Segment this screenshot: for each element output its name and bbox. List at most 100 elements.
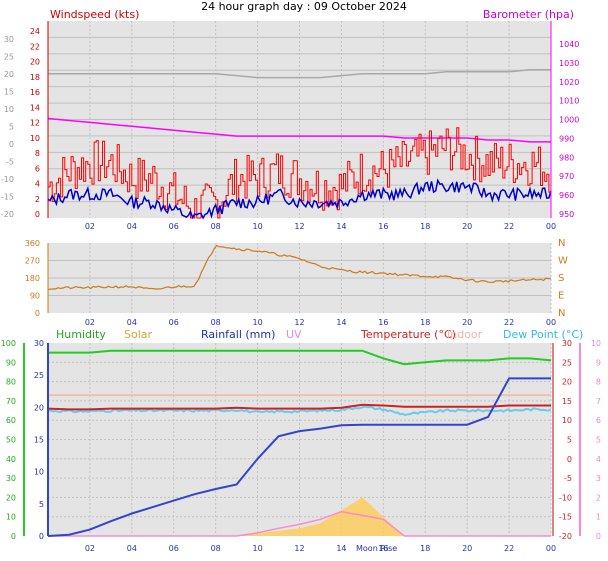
wind-ticks: 302520151050-5-10-15-2024222018161412108…: [1, 27, 579, 219]
compass-tick-4: N: [558, 308, 565, 319]
far-left-tick-2: 20: [4, 70, 14, 79]
baro-tick-7: 970: [559, 172, 574, 181]
humidity-tick-7: 30: [6, 474, 16, 483]
humidity-tick-3: 70: [6, 397, 16, 406]
x-tick-p2-11: 00: [546, 318, 556, 327]
humidity-tick-8: 20: [6, 493, 16, 502]
x-tick-p3-3: 08: [211, 544, 221, 553]
wind-tick-1: 22: [30, 42, 40, 51]
baro-tick-0: 1040: [559, 40, 579, 49]
x-tick-p1-11: 00: [546, 222, 556, 231]
rain-tick-5: 5: [39, 500, 44, 509]
windspeed-axis-title: Windspeed (kts): [50, 8, 139, 21]
compass-tick-1: W: [558, 256, 568, 267]
uv-tick-10: 0: [596, 532, 601, 541]
series-wind-gust: [48, 127, 552, 219]
temp-humidity-panel: 1009080706050403020100302520151050302520…: [1, 328, 601, 553]
legend-humidity: Humidity: [56, 328, 106, 341]
temp-tick-0: 30: [562, 339, 572, 348]
compass-tick-2: S: [558, 273, 564, 284]
humidity-tick-4: 60: [6, 416, 16, 425]
humidity-tick-6: 40: [6, 455, 16, 464]
x-tick-p1-7: 16: [378, 222, 388, 231]
x-tick-p1-0: 02: [85, 222, 95, 231]
humidity-tick-1: 90: [6, 358, 16, 367]
wind-tick-6: 12: [30, 119, 40, 128]
series-barometer: [47, 117, 551, 143]
series-rainfall: [47, 377, 551, 537]
series-dewpoint: [47, 405, 552, 417]
far-left-tick-3: 15: [4, 88, 14, 97]
moon-rise-label: Moon Rise: [356, 544, 397, 553]
x-tick-p2-4: 10: [252, 318, 262, 327]
legend-uv: UV: [286, 328, 302, 341]
far-left-tick-9: -15: [1, 193, 14, 202]
x-tick-p2-7: 16: [378, 318, 388, 327]
baro-tick-1: 1030: [559, 59, 579, 68]
wind-tick-5: 14: [30, 103, 40, 112]
wind-tick-4: 16: [30, 88, 40, 97]
baro-tick-8: 960: [559, 191, 574, 200]
series-baro-gray: [48, 69, 551, 79]
x-tick-p3-0: 02: [85, 544, 95, 553]
rain-tick-2: 20: [34, 403, 44, 412]
far-left-tick-4: 10: [4, 105, 14, 114]
x-tick-p3-7: 16: [378, 544, 388, 553]
x-tick-p2-6: 14: [336, 318, 346, 327]
uv-tick-1: 9: [596, 358, 601, 367]
x-tick-p2-1: 04: [127, 318, 137, 327]
wind-series: [47, 69, 552, 220]
far-left-tick-1: 25: [4, 53, 14, 62]
humidity-tick-9: 10: [6, 513, 16, 522]
wind-tick-11: 2: [35, 195, 40, 204]
x-tick-p3-10: 22: [504, 544, 514, 553]
page-title: 24 hour graph day : 09 October 2024: [201, 0, 407, 13]
legend-rainfall: Rainfall (mm): [201, 328, 275, 341]
x-tick-p3-8: 18: [420, 544, 430, 553]
wind-tick-0: 24: [30, 27, 40, 36]
legend-indoor: Indoor: [447, 328, 483, 341]
legend-dewpoint: Dew Point (°C): [503, 328, 583, 341]
temp-tick-3: 15: [562, 397, 572, 406]
temp-ticks: 1009080706050403020100302520151050302520…: [1, 339, 601, 541]
temp-series: [47, 349, 552, 537]
temp-tick-9: -15: [559, 513, 572, 522]
x-tick-p3-9: 20: [462, 544, 472, 553]
direction-series: [47, 244, 552, 291]
baro-tick-2: 1020: [559, 78, 579, 87]
uv-tick-9: 1: [596, 513, 601, 522]
x-tick-p3-4: 10: [252, 544, 262, 553]
uv-tick-2: 8: [596, 378, 601, 387]
direction-tick-1: 270: [25, 257, 40, 266]
temp-tick-2: 20: [562, 378, 572, 387]
x-tick-p2-2: 06: [169, 318, 179, 327]
x-tick-p2-0: 02: [85, 318, 95, 327]
far-left-tick-10: -20: [1, 210, 14, 219]
x-tick-p1-9: 20: [462, 222, 472, 231]
x-tick-p1-4: 10: [252, 222, 262, 231]
x-tick-p1-2: 06: [169, 222, 179, 231]
wind-barometer-panel: 302520151050-5-10-15-2024222018161412108…: [1, 8, 579, 220]
series-direction: [47, 244, 552, 291]
humidity-tick-5: 50: [6, 436, 16, 445]
chart-legend: Humidity Solar Rainfall (mm) UV Temperat…: [56, 328, 583, 341]
legend-solar: Solar: [124, 328, 153, 341]
temp-tick-4: 10: [562, 416, 572, 425]
wind-tick-8: 8: [35, 149, 40, 158]
x-tick-p2-10: 22: [504, 318, 514, 327]
x-tick-p1-10: 22: [504, 222, 514, 231]
far-left-tick-6: 0: [9, 140, 14, 149]
wind-tick-3: 18: [30, 73, 40, 82]
baro-tick-6: 980: [559, 153, 574, 162]
uv-tick-5: 5: [596, 436, 601, 445]
x-tick-p1-8: 18: [420, 222, 430, 231]
far-left-tick-8: -10: [1, 175, 14, 184]
baro-tick-5: 990: [559, 134, 574, 143]
x-tick-p2-9: 20: [462, 318, 472, 327]
temp-tick-6: 0: [567, 455, 572, 464]
direction-tick-0: 360: [25, 239, 40, 248]
series-temperature: [47, 403, 551, 411]
x-tick-p2-5: 12: [294, 318, 304, 327]
